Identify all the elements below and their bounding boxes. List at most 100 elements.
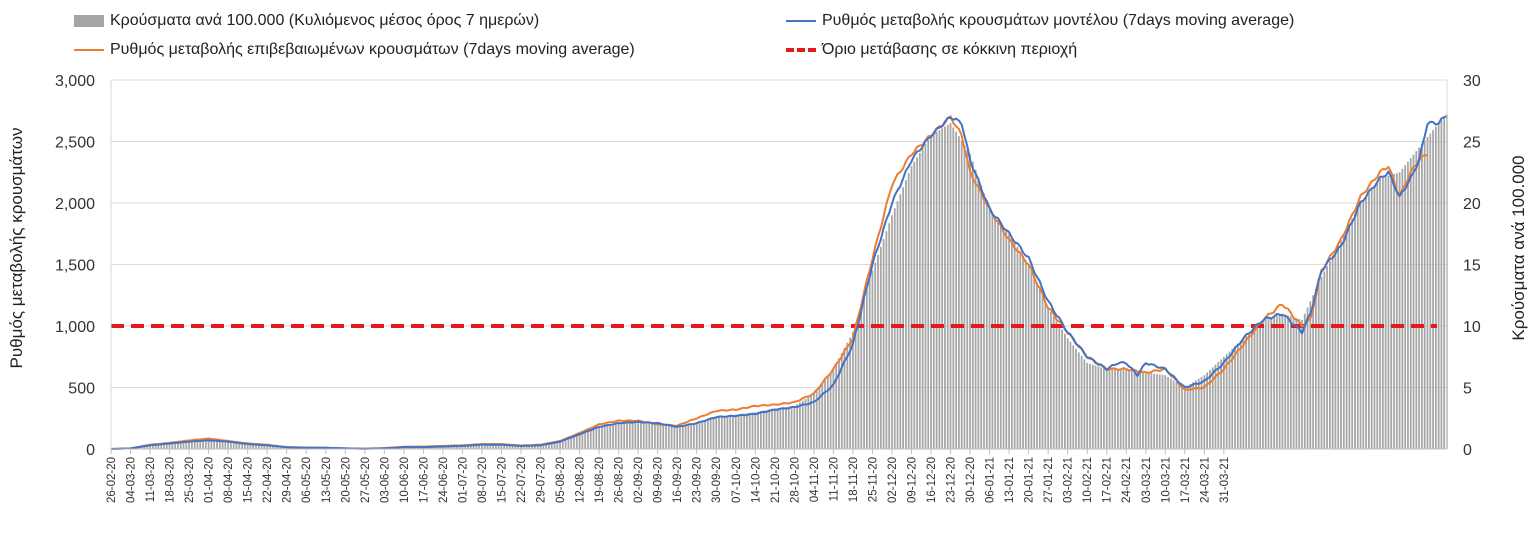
bar [578, 434, 581, 449]
bar [1066, 338, 1069, 449]
legend-swatch-threshold [786, 48, 816, 52]
legend-swatch-bar [74, 15, 104, 27]
bar [645, 422, 648, 449]
bar [1317, 282, 1320, 449]
x-tick-label: 16-12-20 [926, 457, 938, 503]
bar [737, 414, 740, 449]
bar [221, 441, 224, 449]
bar [617, 423, 620, 449]
bar [455, 446, 458, 449]
bar [667, 424, 670, 449]
bar [1440, 120, 1443, 450]
bar [1094, 365, 1097, 449]
y-left-tick-labels: 0 500 1,000 1,500 2,000 2,500 3,000 [55, 73, 95, 459]
bar-series [112, 114, 1448, 450]
bar [860, 305, 863, 449]
bar [1186, 385, 1189, 449]
bar [1432, 130, 1434, 449]
bar [1354, 213, 1356, 449]
bar [1376, 181, 1379, 449]
bar [1047, 307, 1050, 449]
bar [241, 443, 243, 449]
bar [249, 444, 252, 449]
bar [252, 444, 255, 449]
bar [1236, 343, 1239, 449]
x-tick-label: 15-04-20 [243, 457, 255, 503]
bar [930, 135, 932, 449]
x-tick-label: 03-06-20 [379, 457, 391, 503]
bar [1072, 345, 1075, 449]
bar [1437, 123, 1440, 450]
bar [1019, 251, 1022, 449]
bar [1393, 174, 1395, 449]
x-tick-label: 10-03-21 [1160, 457, 1172, 503]
bar [575, 435, 578, 449]
bar [199, 439, 202, 449]
bar [748, 412, 751, 449]
bar [946, 124, 949, 449]
bar [1409, 158, 1412, 449]
bar [584, 432, 587, 449]
bar [196, 439, 199, 449]
bar [1412, 154, 1415, 449]
bar [776, 408, 779, 449]
bar [163, 443, 165, 449]
bar [958, 136, 960, 450]
bar [888, 223, 891, 449]
bar [877, 254, 879, 449]
bar [534, 445, 536, 449]
bar [511, 445, 514, 449]
bar [1103, 368, 1105, 449]
bar [450, 446, 453, 449]
bar [550, 443, 553, 449]
bar [1136, 371, 1139, 449]
bar [963, 145, 966, 449]
bar [1351, 218, 1354, 449]
bar [1041, 295, 1044, 449]
bar [1423, 140, 1426, 449]
bar [1323, 271, 1326, 449]
bar [932, 133, 935, 449]
bar [458, 446, 461, 449]
bar [1214, 364, 1217, 449]
bar [824, 379, 826, 449]
bar [1080, 355, 1083, 449]
bar [1083, 359, 1086, 449]
bar [1418, 147, 1420, 449]
bar [1055, 320, 1058, 449]
bar [838, 358, 840, 449]
bar [684, 424, 687, 449]
bar [433, 446, 436, 449]
bar [902, 187, 905, 449]
y-left-tick-label: 3,000 [55, 73, 95, 90]
bar [673, 425, 676, 449]
x-tick-label: 21-10-20 [770, 457, 782, 503]
bar [704, 420, 706, 449]
bar [1061, 329, 1063, 449]
bar [160, 443, 163, 449]
bar [927, 139, 930, 450]
bar [640, 422, 642, 449]
bar [751, 412, 754, 449]
bar [871, 270, 874, 449]
bar [185, 440, 188, 449]
bar [651, 422, 653, 449]
bar [218, 440, 221, 449]
bar [905, 180, 907, 449]
bar [1334, 250, 1337, 449]
x-tick-label: 14-10-20 [750, 457, 762, 503]
bar [1091, 364, 1094, 449]
bar [768, 409, 771, 449]
bar [1395, 173, 1398, 449]
bar [1013, 242, 1016, 449]
bar [656, 423, 659, 449]
bar [151, 444, 154, 449]
bar [1309, 301, 1312, 449]
bar [1016, 246, 1019, 449]
bar [1220, 359, 1222, 449]
bar [832, 369, 835, 449]
bar [1407, 161, 1409, 449]
x-tick-label: 10-02-21 [1082, 457, 1094, 503]
bar [190, 440, 193, 449]
y-right-tick-label: 20 [1463, 196, 1481, 213]
